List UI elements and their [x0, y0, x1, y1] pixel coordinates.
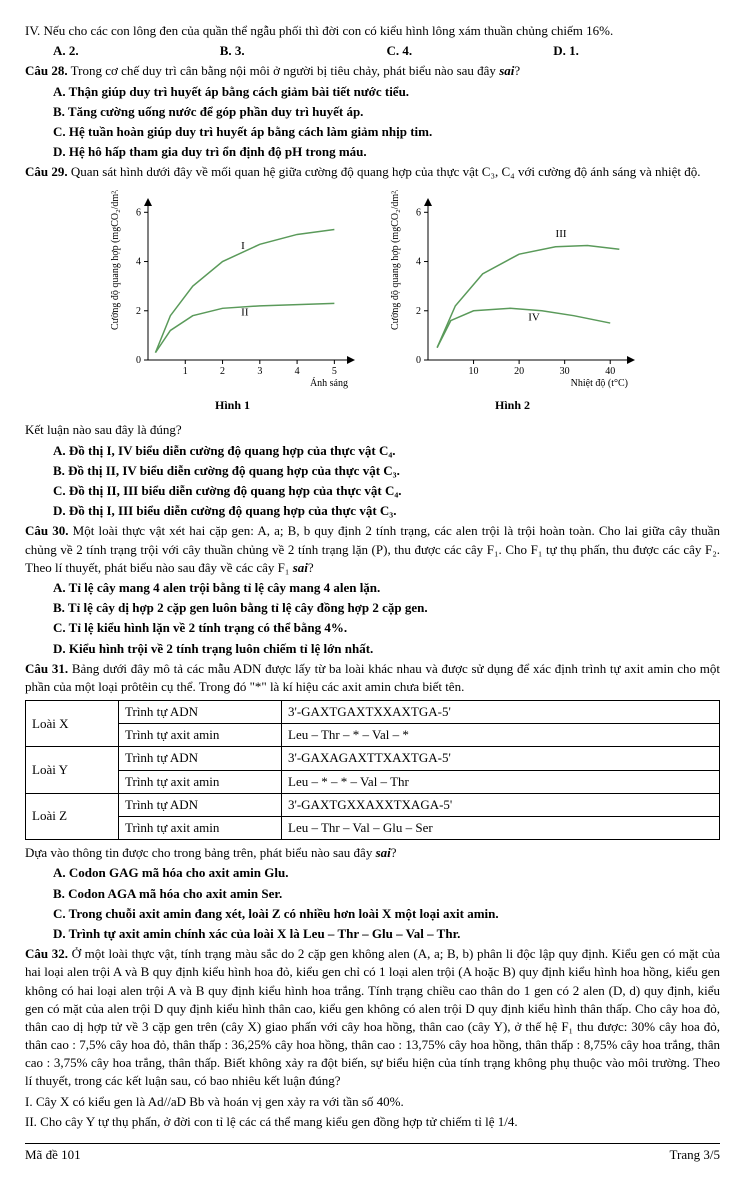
opt-a: A. 2. [53, 42, 220, 60]
table-cell: Trình tự ADN [119, 793, 282, 816]
svg-text:Cường độ quang hợp (mgCO₂/dm²/: Cường độ quang hợp (mgCO₂/dm²/h) [390, 190, 401, 330]
charts-row: 123450246IIIÁnh sángCường độ quang hợp (… [25, 190, 720, 414]
svg-text:10: 10 [468, 366, 478, 377]
q28-stem: Câu 28. Trong cơ chế duy trì cân bằng nộ… [25, 62, 720, 80]
q30-a: A. Tỉ lệ cây mang 4 alen trội bằng tỉ lệ… [25, 579, 720, 597]
chart1-svg: 123450246IIIÁnh sángCường độ quang hợp (… [103, 190, 363, 390]
svg-text:2: 2 [136, 305, 141, 316]
q29-d: D. Đồ thị I, III biểu diễn cường độ quan… [25, 502, 720, 520]
table-cell: Trình tự axit amin [119, 770, 282, 793]
footer-left: Mã đề 101 [25, 1146, 81, 1164]
options-iv: A. 2. B. 3. C. 4. D. 1. [25, 42, 720, 60]
svg-text:II: II [241, 306, 249, 318]
opt-d: D. 1. [553, 42, 720, 60]
q31-c: C. Trong chuỗi axit amin đang xét, loài … [25, 905, 720, 923]
table-cell: Trình tự ADN [119, 747, 282, 770]
q29-text: Quan sát hình dưới đây về mối quan hệ gi… [68, 164, 701, 179]
table-cell: Loài Z [26, 793, 119, 839]
q28-number: Câu 28. [25, 63, 68, 78]
q31-post: Dựa vào thông tin được cho trong bảng tr… [25, 844, 720, 862]
svg-text:Ánh sáng: Ánh sáng [309, 377, 347, 389]
svg-text:4: 4 [416, 256, 421, 267]
svg-text:20: 20 [514, 366, 524, 377]
svg-text:6: 6 [416, 207, 421, 218]
q30-number: Câu 30. [25, 523, 69, 538]
table-cell: Loài X [26, 701, 119, 747]
table-cell: Trình tự ADN [119, 701, 282, 724]
q28-b: B. Tăng cường uống nước để góp phần duy … [25, 103, 720, 121]
svg-text:2: 2 [416, 305, 421, 316]
q31-stem: Câu 31. Bảng dưới đây mô tả các mẫu ADN … [25, 660, 720, 696]
q30-d: D. Kiểu hình trội về 2 tính trạng luôn c… [25, 640, 720, 658]
svg-text:0: 0 [416, 355, 421, 366]
svg-text:Cường độ quang hợp (mgCO₂/dm²/: Cường độ quang hợp (mgCO₂/dm²/h) [110, 190, 121, 330]
chart1-title: Hình 1 [103, 397, 363, 414]
opt-b: B. 3. [220, 42, 387, 60]
table-cell: Trình tự axit amin [119, 817, 282, 840]
svg-text:2: 2 [220, 366, 225, 377]
chart2-title: Hình 2 [383, 397, 643, 414]
q30-q: ? [308, 560, 314, 575]
q29-a: A. Đồ thị I, IV biểu diễn cường độ quang… [25, 442, 720, 460]
statement-iv: IV. Nếu cho các con lông đen của quần th… [25, 22, 720, 40]
table-cell: Leu – * – * – Val – Thr [282, 770, 720, 793]
svg-text:3: 3 [257, 366, 262, 377]
opt-c: C. 4. [387, 42, 554, 60]
q31-a: A. Codon GAG mã hóa cho axit amin Glu. [25, 864, 720, 882]
q28-ital: sai [499, 63, 514, 78]
svg-text:0: 0 [136, 355, 141, 366]
q32-stem: Câu 32. Ở một loài thực vật, tính trạng … [25, 945, 720, 1091]
q30-ital: sai [293, 560, 308, 575]
q32-i: I. Cây X có kiểu gen là Ad//aD Bb và hoá… [25, 1093, 720, 1111]
q31-table: Loài XTrình tự ADN3'-GAXTGAXTXXAXTGA-5'T… [25, 700, 720, 840]
q31-post-text: Dựa vào thông tin được cho trong bảng tr… [25, 845, 376, 860]
q28-q: ? [514, 63, 520, 78]
svg-text:4: 4 [294, 366, 299, 377]
q28-a: A. Thận giúp duy trì huyết áp bằng cách … [25, 83, 720, 101]
q31-number: Câu 31. [25, 661, 68, 676]
table-cell: 3'-GAXTGAXTXXAXTGA-5' [282, 701, 720, 724]
table-cell: 3'-GAXAGAXTTXAXTGA-5' [282, 747, 720, 770]
table-cell: 3'-GAXTGXXAXXTXAGA-5' [282, 793, 720, 816]
table-cell: Loài Y [26, 747, 119, 793]
chart2-svg: 10 20 30 40 0 2 4 6 III IV Nhiệt độ (t°C) Cường độ … [383, 190, 643, 390]
q28-d: D. Hệ hô hấp tham gia duy trì ổn định độ… [25, 143, 720, 161]
q32-number: Câu 32. [25, 946, 68, 961]
q30-text: Một loài thực vật xét hai cặp gen: A, a;… [25, 523, 720, 574]
table-cell: Leu – Thr – Val – Glu – Ser [282, 817, 720, 840]
table-cell: Trình tự axit amin [119, 724, 282, 747]
q32-text: Ở một loài thực vật, tính trạng màu sắc … [25, 946, 720, 1088]
q31-d: D. Trình tự axit amin chính xác của loài… [25, 925, 720, 943]
q30-stem: Câu 30. Một loài thực vật xét hai cặp ge… [25, 522, 720, 577]
q31-post-ital: sai [376, 845, 391, 860]
q29-number: Câu 29. [25, 164, 68, 179]
q29-concl: Kết luận nào sau đây là đúng? [25, 421, 720, 439]
q29-b: B. Đồ thị II, IV biểu diễn cường độ quan… [25, 462, 720, 480]
svg-text:1: 1 [182, 366, 187, 377]
svg-text:4: 4 [136, 256, 141, 267]
svg-text:Nhiệt độ (t°C): Nhiệt độ (t°C) [570, 378, 627, 389]
q31-b: B. Codon AGA mã hóa cho axit amin Ser. [25, 885, 720, 903]
q30-b: B. Tỉ lệ cây dị hợp 2 cặp gen luôn bằng … [25, 599, 720, 617]
q31-text: Bảng dưới đây mô tả các mẫu ADN được lấy… [25, 661, 720, 694]
q29-stem: Câu 29. Quan sát hình dưới đây về mối qu… [25, 163, 720, 181]
svg-text:30: 30 [559, 366, 569, 377]
svg-text:IV: IV [528, 311, 540, 323]
svg-text:5: 5 [331, 366, 336, 377]
q29-c: C. Đồ thị II, III biểu diễn cường độ qua… [25, 482, 720, 500]
q28-c: C. Hệ tuần hoàn giúp duy trì huyết áp bằ… [25, 123, 720, 141]
svg-text:I: I [241, 240, 245, 252]
svg-text:40: 40 [605, 366, 615, 377]
svg-text:III: III [555, 227, 566, 239]
table-cell: Leu – Thr – * – Val – * [282, 724, 720, 747]
q32-ii: II. Cho cây Y tự thụ phấn, ở đời con tỉ … [25, 1113, 720, 1131]
q30-c: C. Tỉ lệ kiểu hình lặn về 2 tính trạng c… [25, 619, 720, 637]
q28-text: Trong cơ chế duy trì cân bằng nội môi ở … [68, 63, 500, 78]
footer-right: Trang 3/5 [670, 1146, 720, 1164]
chart2-wrap: 10 20 30 40 0 2 4 6 III IV Nhiệt độ (t°C) Cường độ … [383, 190, 643, 414]
q31-post-q: ? [391, 845, 397, 860]
page-footer: Mã đề 101 Trang 3/5 [25, 1143, 720, 1164]
chart1-wrap: 123450246IIIÁnh sángCường độ quang hợp (… [103, 190, 363, 414]
svg-text:6: 6 [136, 207, 141, 218]
